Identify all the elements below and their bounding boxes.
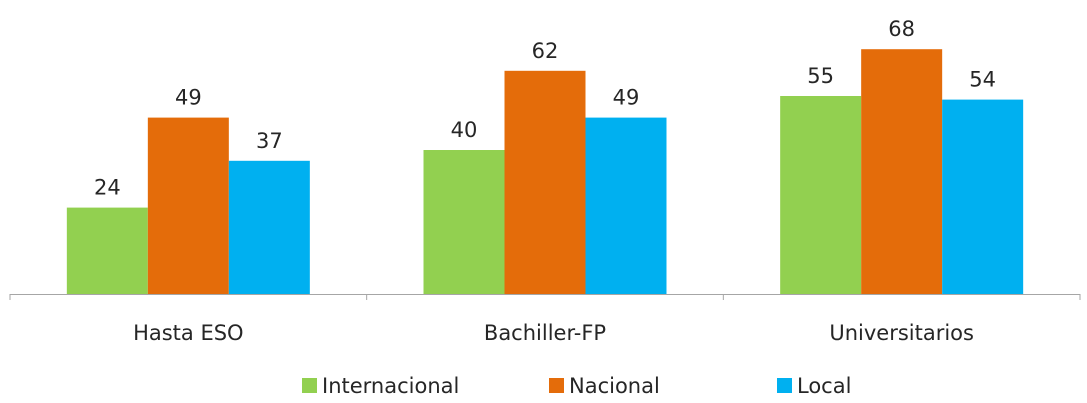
x-tick-label-hasta-eso: Hasta ESO xyxy=(133,321,244,345)
legend-item-internacional: Internacional xyxy=(302,374,459,398)
legend-label-nacional: Nacional xyxy=(569,374,660,398)
x-axis-tick-labels: Hasta ESO Bachiller-FP Universitarios xyxy=(133,321,974,345)
legend: Internacional Nacional Local xyxy=(302,374,851,398)
bar-bachiller-fp-internacional xyxy=(423,150,505,294)
data-label-universitarios-internacional: 55 xyxy=(807,64,834,88)
x-tick-label-bachiller-fp: Bachiller-FP xyxy=(484,321,606,345)
legend-swatch-nacional xyxy=(549,378,564,393)
data-label-bachiller-fp-nacional: 62 xyxy=(532,39,559,63)
data-label-bachiller-fp-local: 49 xyxy=(613,86,640,110)
data-label-universitarios-local: 54 xyxy=(969,68,996,92)
legend-label-local: Local xyxy=(797,374,851,398)
x-tick-label-universitarios: Universitarios xyxy=(829,321,974,345)
data-label-hasta-eso-internacional: 24 xyxy=(94,176,121,200)
bar-hasta-eso-local xyxy=(228,160,310,294)
data-label-bachiller-fp-internacional: 40 xyxy=(451,118,478,142)
legend-swatch-local xyxy=(777,378,792,393)
bar-hasta-eso-nacional xyxy=(147,117,229,294)
legend-item-nacional: Nacional xyxy=(549,374,660,398)
legend-swatch-internacional xyxy=(302,378,317,393)
x-axis xyxy=(9,294,1081,300)
value-labels-group: 24 49 37 40 62 49 55 68 54 xyxy=(94,17,996,199)
legend-label-internacional: Internacional xyxy=(322,374,459,398)
bar-universitarios-nacional xyxy=(861,49,943,295)
bar-hasta-eso-internacional xyxy=(66,207,148,294)
bars-group xyxy=(66,49,1024,295)
bar-bachiller-fp-local xyxy=(585,117,667,294)
bar-bachiller-fp-nacional xyxy=(504,70,586,294)
data-label-hasta-eso-nacional: 49 xyxy=(175,86,202,110)
data-label-hasta-eso-local: 37 xyxy=(256,129,283,153)
bar-universitarios-internacional xyxy=(780,96,862,294)
data-label-universitarios-nacional: 68 xyxy=(888,17,915,41)
bar-universitarios-local xyxy=(942,99,1024,294)
legend-item-local: Local xyxy=(777,374,851,398)
